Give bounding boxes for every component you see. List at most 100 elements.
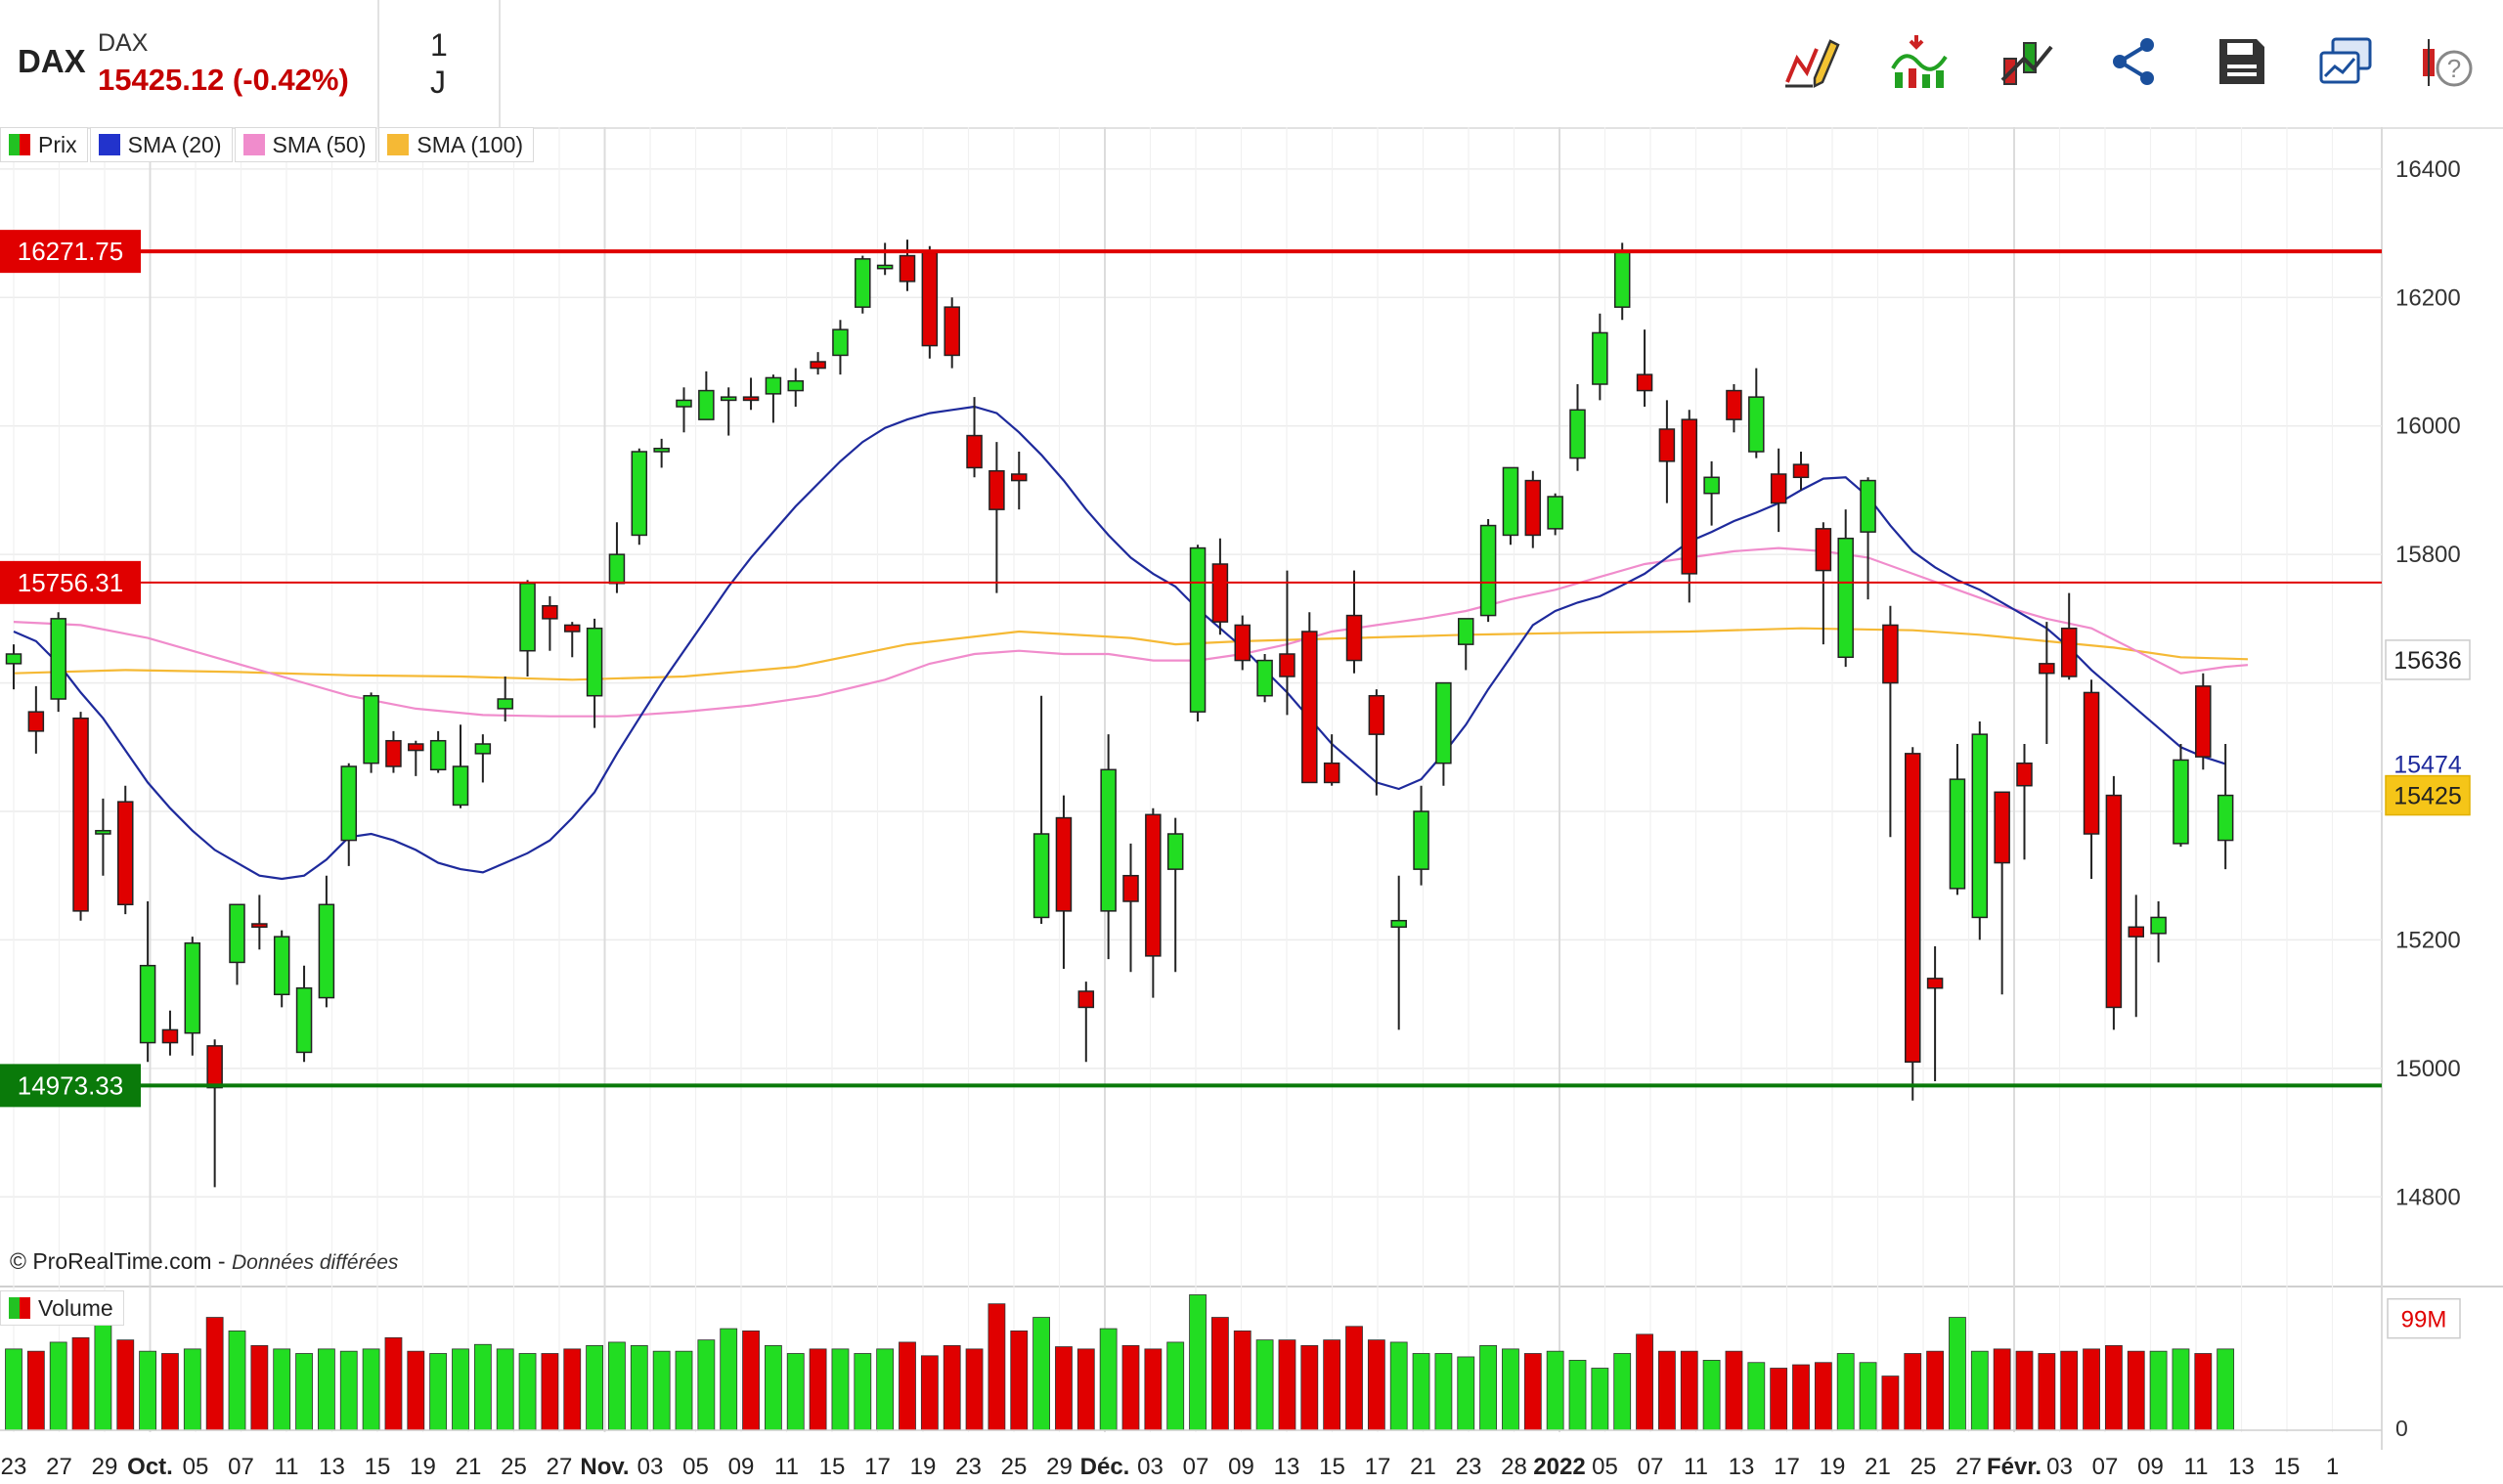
volume-bar	[765, 1345, 782, 1431]
candle-body	[855, 258, 871, 308]
candle-body	[720, 396, 737, 402]
y-tick-label: 15200	[2395, 927, 2461, 953]
legend-item-volume[interactable]: Volume	[0, 1290, 124, 1326]
x-tick-label: 13	[2228, 1454, 2255, 1480]
candle-body	[1703, 476, 1720, 495]
indicators-icon[interactable]	[1887, 29, 1952, 94]
candle-body	[1905, 753, 1921, 1064]
volume-bar	[452, 1348, 469, 1431]
volume-bar	[1434, 1353, 1453, 1431]
candles	[5, 240, 2234, 1188]
volume-bar	[652, 1350, 671, 1431]
legend-label: SMA (50)	[272, 131, 367, 157]
legend-label: Volume	[38, 1294, 113, 1321]
volume-bar	[1121, 1345, 1140, 1431]
y-tick-label: 16400	[2395, 156, 2461, 183]
candle-body	[564, 624, 581, 633]
trading-icon[interactable]	[1995, 29, 2059, 94]
volume-bar	[1770, 1368, 1788, 1431]
volume-bar	[2104, 1345, 2123, 1431]
volume-bar	[1881, 1375, 1900, 1431]
x-tick-label: 13	[1274, 1454, 1300, 1480]
x-tick-label: 17	[864, 1454, 891, 1480]
volume-bar	[1636, 1333, 1653, 1431]
candle-body	[2039, 663, 2055, 675]
help-icon[interactable]: ?	[2415, 29, 2480, 94]
volume-bar	[1949, 1317, 1966, 1431]
candle-body	[876, 264, 894, 270]
y-tick-label: 15800	[2395, 542, 2461, 568]
candle-body	[2016, 762, 2033, 787]
volume-bar	[1747, 1362, 1766, 1431]
level-label: 14973.33	[18, 1070, 123, 1100]
divider	[377, 0, 379, 127]
volume-bar	[854, 1353, 872, 1431]
multi-window-icon[interactable]	[2313, 29, 2378, 94]
candle-body	[385, 739, 402, 767]
volume-bar	[1367, 1339, 1385, 1431]
candle-body	[1971, 733, 1989, 919]
volume-bar	[139, 1350, 157, 1431]
candle-body	[1636, 373, 1653, 392]
volume-bar	[1613, 1353, 1632, 1431]
legend-item-sma50[interactable]: SMA (50)	[234, 127, 377, 162]
x-tick-label: Févr.	[1987, 1454, 2042, 1480]
level-badge	[0, 230, 141, 274]
volume-bar	[786, 1353, 805, 1431]
candle-body	[899, 254, 916, 283]
horizontal-lines: 16271.75 15756.31 14973.33	[0, 230, 2382, 1108]
candle-body	[1726, 389, 1742, 420]
level-label: 15756.31	[18, 568, 123, 597]
volume-badge	[2387, 1297, 2461, 1339]
symbol-label[interactable]: DAX	[18, 43, 86, 79]
volume-bar	[1211, 1317, 1229, 1431]
volume-bar	[1502, 1348, 1519, 1431]
legend-item-sma20[interactable]: SMA (20)	[89, 127, 233, 162]
timeframe-unit[interactable]: J	[430, 65, 446, 100]
candle-body	[117, 801, 134, 906]
volume-bar	[2083, 1348, 2100, 1431]
volume-bar	[71, 1336, 90, 1431]
legend-item-sma100[interactable]: SMA (100)	[378, 127, 535, 162]
x-tick-label: 15	[1319, 1454, 1345, 1480]
candle-body	[1815, 528, 1832, 572]
volume-bar	[831, 1348, 850, 1431]
x-tick-label: 29	[92, 1454, 118, 1480]
candle-body	[1032, 833, 1050, 919]
volume-bar	[2149, 1350, 2168, 1431]
data-credit: © ProRealTime.com - Données différées	[10, 1248, 399, 1274]
draw-tools-icon[interactable]	[1779, 29, 1844, 94]
x-tick-label: 29	[1046, 1454, 1073, 1480]
volume-bar	[5, 1348, 22, 1431]
x-tick-label: 07	[2092, 1454, 2119, 1480]
volume-bar	[1278, 1339, 1296, 1431]
timeframe-number[interactable]: 1	[430, 27, 448, 63]
volume-bar	[273, 1348, 291, 1431]
legend-item-price[interactable]: Prix	[0, 127, 88, 162]
volume-bar	[697, 1339, 716, 1431]
x-tick-label: 03	[637, 1454, 664, 1480]
x-tick-label: 07	[1638, 1454, 1664, 1480]
candle-body	[1860, 479, 1876, 533]
x-tick-label: 05	[183, 1454, 209, 1480]
date-axis: 23 27 29 Oct. 05 07 11 13 15 19 21 25 27 Nov. 03 05 09 11…	[1, 1454, 2340, 1480]
volume-bar	[1345, 1326, 1363, 1431]
volume-bar	[899, 1341, 916, 1431]
x-tick-label: 19	[910, 1454, 937, 1480]
volume-bar	[2194, 1353, 2213, 1431]
volume-bar	[586, 1345, 603, 1431]
x-tick-label: 05	[1592, 1454, 1618, 1480]
volume-bar	[1032, 1317, 1050, 1431]
candle-body	[1122, 874, 1139, 902]
candle-body	[2105, 794, 2123, 1009]
candle-body	[1770, 473, 1787, 504]
share-icon[interactable]	[2102, 29, 2167, 94]
candle-body	[988, 469, 1005, 510]
save-icon[interactable]	[2210, 29, 2274, 94]
x-tick-label: 27	[1955, 1454, 1982, 1480]
volume-bar	[183, 1348, 201, 1431]
candle-body	[429, 739, 447, 771]
candle-body	[363, 694, 379, 764]
volume-bar	[250, 1345, 269, 1431]
